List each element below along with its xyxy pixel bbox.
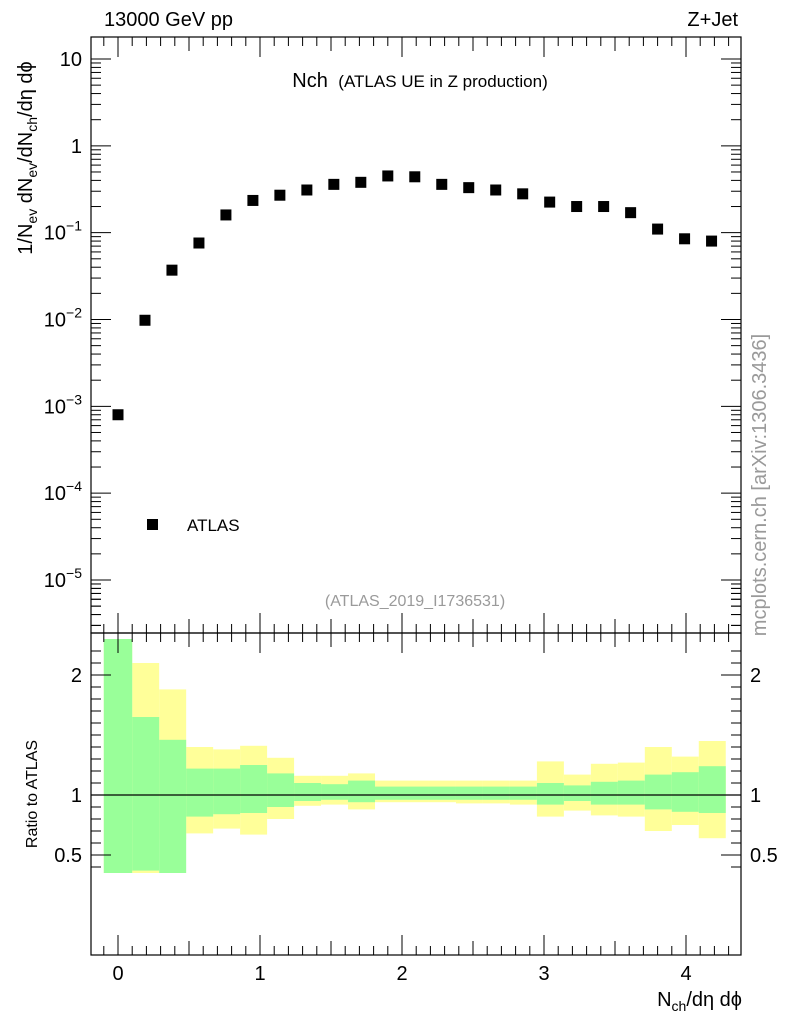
data-point-18: [598, 201, 610, 213]
data-point-21: [679, 233, 691, 245]
ratio-band-stat-0: [103, 639, 133, 873]
ratio-band-stat-13: [455, 786, 483, 800]
data-point-12: [436, 178, 448, 190]
ratio-y-tick-label-right: 2: [750, 665, 761, 687]
main-y-axis-label: 1/Nev dNev/dNch/dη dϕ: [15, 61, 40, 254]
main-plot-panel: 10 1 10−1 10−2 10−3 10−4 10−5 Nch (ATLAS UE in…: [15, 36, 742, 634]
header-process-label: Z+Jet: [687, 9, 738, 31]
ratio-band-stat-14: [482, 786, 510, 800]
ratio-band-stat-4: [213, 768, 241, 815]
x-tick-label: 3: [538, 963, 549, 985]
header-energy-label: 13000 GeV pp: [104, 9, 233, 31]
data-point-10: [382, 170, 394, 182]
ratio-plot-panel: 0.5 0.5 1 1 2 2 0 1 2 3 4 Ratio to ATLAS Nch/dη dϕ: [24, 632, 778, 1014]
data-point-15: [517, 188, 529, 200]
analysis-id-label: (ATLAS_2019_I1736531): [325, 593, 505, 610]
data-point-14: [490, 184, 502, 196]
ratio-bands: [91, 639, 741, 873]
ratio-y-tick-label-right: 0.5: [750, 845, 778, 867]
data-point-8: [328, 178, 340, 190]
data-point-20: [652, 223, 664, 235]
data-point-0: [112, 409, 124, 421]
data-point-17: [571, 201, 583, 213]
data-point-22: [706, 235, 718, 247]
ratio-y-tick-label: 2: [71, 665, 82, 687]
data-point-13: [463, 182, 475, 194]
x-tick-label: 0: [112, 963, 123, 985]
ratio-y-axis-label: Ratio to ATLAS: [24, 740, 41, 848]
ratio-band-stat-19: [617, 780, 645, 805]
legend-marker-atlas: [147, 519, 158, 530]
ratio-band-stat-7: [294, 783, 322, 801]
ratio-plot-ticks: 0.5 0.5 1 1 2 2 0 1 2 3 4: [54, 633, 778, 985]
x-tick-label: 4: [680, 963, 691, 985]
main-y-tick-label: 10−1: [44, 218, 82, 245]
ratio-band-stat-9: [348, 780, 376, 803]
ratio-band-stat-6: [267, 773, 295, 807]
ratio-band-stat-15: [509, 786, 537, 800]
ratio-band-stat-8: [321, 784, 349, 800]
data-point-9: [355, 176, 367, 188]
legend-label-atlas: ATLAS: [187, 516, 240, 535]
ratio-y-tick-label: 1: [71, 785, 82, 807]
main-y-tick-label: 1: [71, 136, 82, 158]
data-point-19: [625, 207, 637, 219]
ratio-y-tick-label: 0.5: [54, 845, 82, 867]
data-point-11: [409, 171, 421, 183]
ratio-band-stat-1: [132, 717, 160, 871]
data-point-16: [544, 196, 556, 208]
ratio-band-stat-2: [159, 739, 187, 873]
main-plot-marks: [112, 170, 718, 421]
ratio-band-stat-5: [240, 765, 268, 813]
ratio-band-stat-21: [671, 772, 699, 812]
main-y-tick-label: 10−2: [44, 305, 82, 332]
main-y-tick-label: 10−5: [44, 565, 82, 592]
ratio-band-stat-20: [644, 774, 672, 810]
data-point-7: [301, 184, 313, 196]
ratio-plot-frame: [90, 632, 742, 956]
data-point-2: [166, 264, 178, 276]
data-point-5: [247, 194, 259, 206]
main-plot-frame: [90, 36, 742, 634]
main-y-tick-label: 10: [60, 49, 82, 71]
ratio-band-stat-17: [563, 785, 591, 801]
main-y-tick-label: 10−3: [44, 391, 82, 418]
ratio-band-stat-12: [428, 786, 456, 800]
x-tick-label: 1: [254, 963, 265, 985]
ratio-band-stat-18: [590, 781, 618, 805]
main-plot-ticks: 10 1 10−1 10−2 10−3 10−4 10−5: [44, 37, 741, 633]
main-y-tick-label: 10−4: [44, 478, 82, 505]
ratio-band-stat-22: [698, 766, 726, 813]
x-tick-label: 2: [396, 963, 407, 985]
data-point-3: [193, 237, 205, 249]
ratio-band-stat-3: [186, 768, 214, 817]
ratio-band-stat-11: [402, 786, 429, 800]
data-point-1: [139, 314, 151, 326]
plot-title: Nch (ATLAS UE in Z production): [292, 70, 547, 92]
side-source-label: mcplots.cern.ch [arXiv:1306.3436]: [749, 334, 771, 636]
ratio-band-stat-10: [375, 786, 402, 800]
ratio-y-tick-label-right: 1: [750, 785, 761, 807]
data-point-6: [274, 189, 286, 201]
data-point-4: [220, 209, 232, 221]
ratio-band-stat-16: [536, 783, 564, 805]
x-axis-label: Nch/dη dϕ: [657, 989, 742, 1014]
